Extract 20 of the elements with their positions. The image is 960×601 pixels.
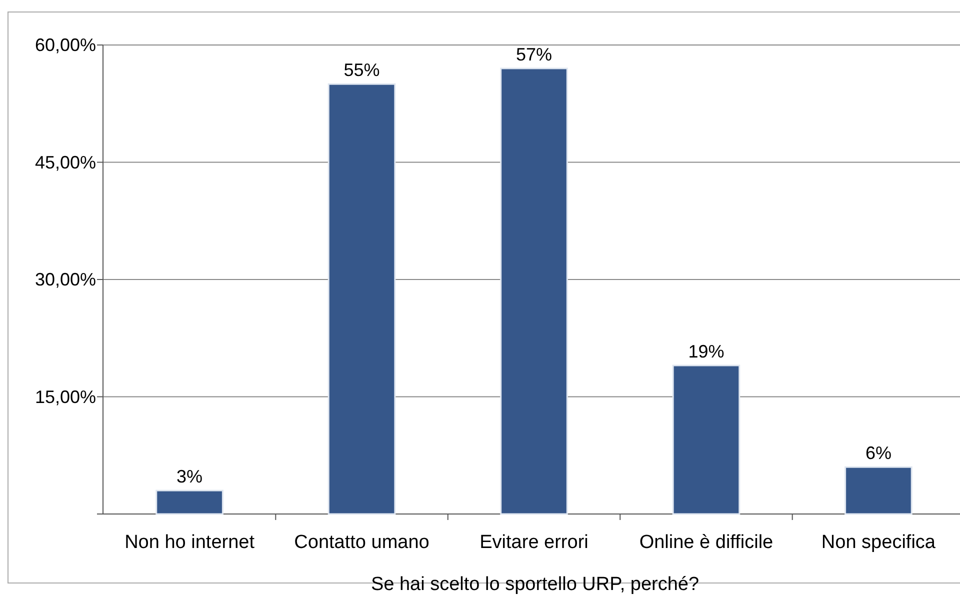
x-axis-title: Se hai scelto lo sportello URP, perché? [370, 574, 700, 595]
bar [672, 364, 740, 515]
x-tick-label: Evitare errori [480, 532, 588, 553]
x-tick-label: Online è difficile [639, 532, 774, 553]
data-label: 6% [865, 443, 892, 464]
x-tick-label: Contatto umano [294, 532, 430, 553]
x-tick-label: Non specifica [821, 532, 936, 553]
y-tick-label: 60,00% [34, 35, 96, 55]
bar [328, 83, 396, 515]
data-label: 19% [688, 341, 724, 362]
y-tick-label: 30,00% [34, 270, 96, 290]
y-tick-label: 15,00% [34, 386, 96, 407]
data-label: 3% [176, 466, 203, 487]
bar [156, 490, 224, 515]
y-tick-label: 45,00% [34, 152, 96, 172]
data-label: 57% [516, 44, 552, 64]
bar [844, 466, 912, 515]
x-tick-label: Non ho internet [124, 532, 256, 553]
data-label: 55% [344, 60, 380, 80]
bar [500, 68, 568, 515]
